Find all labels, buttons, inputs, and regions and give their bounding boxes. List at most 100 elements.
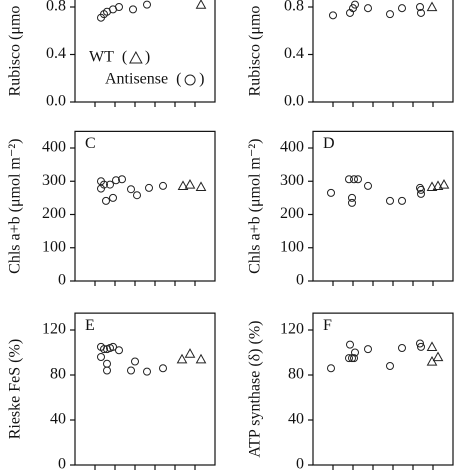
triangle-point: [438, 179, 450, 189]
circle-point: [100, 345, 108, 354]
y-tick-label: 400: [280, 139, 304, 156]
circle-point: [103, 366, 111, 375]
circle-point: [329, 11, 337, 20]
y-tick-label: 300: [42, 172, 66, 189]
y-tick-label: 80: [288, 366, 304, 383]
circle-point: [416, 339, 424, 348]
y-tick-label: 40: [288, 411, 304, 428]
circle-point: [351, 0, 359, 9]
triangle-point: [432, 180, 444, 191]
y-tick-label: 40: [50, 411, 66, 428]
y-tick-label: 100: [42, 238, 66, 255]
panel: 0 100 200 300 400 D Chls a+b (μmol m⁻²): [247, 130, 454, 289]
circle-point: [346, 340, 354, 349]
circle-point: [348, 198, 356, 207]
panel-label: D: [323, 135, 335, 152]
plot-frame: [74, 130, 216, 282]
legend-paren: (: [176, 71, 181, 88]
circle-point: [386, 196, 394, 205]
plot-frame: [312, 0, 454, 103]
y-tick-label: 0: [58, 456, 66, 473]
triangle-point: [426, 341, 438, 351]
circle-point: [129, 5, 137, 14]
circle-point: [348, 193, 356, 202]
circle-point: [159, 181, 167, 190]
y-tick-label: 0.8: [46, 0, 66, 15]
circle-point: [159, 364, 167, 373]
circle-point: [115, 346, 123, 355]
circle-point: [350, 354, 358, 363]
legend-label: WT: [89, 49, 114, 66]
y-tick-label: 300: [280, 172, 304, 189]
panel: 0.0 0.4 0.8 Rubisco (μmo: [247, 0, 454, 110]
plot-frame: [74, 0, 216, 103]
legend-paren: (: [122, 49, 127, 66]
circle-point: [417, 189, 425, 198]
circle-point: [351, 348, 359, 357]
y-tick-label: 0.0: [284, 93, 304, 110]
circle-point: [143, 367, 151, 376]
legend-paren: ): [145, 49, 150, 66]
circle-point: [109, 342, 117, 351]
legend-symbol: [129, 50, 143, 64]
y-tick-label: 0.0: [46, 93, 66, 110]
circle-point: [417, 8, 425, 17]
circle-point: [398, 196, 406, 205]
triangle-point: [176, 353, 188, 364]
triangle-point: [184, 179, 196, 189]
legend-symbol: [184, 74, 196, 86]
triangle-point: [177, 180, 189, 191]
y-tick-label: 0.4: [284, 45, 304, 62]
panel-label: F: [323, 317, 332, 334]
circle-point: [386, 362, 394, 370]
circle-point: [127, 366, 135, 375]
y-tick-label: 0: [296, 456, 304, 473]
y-axis-label: Chls a+b (μmol m⁻²): [7, 139, 24, 274]
triangle-point: [184, 348, 196, 358]
y-axis-label: Rubisco (μmo: [247, 6, 264, 97]
y-axis-label: Rubisco (μmo: [7, 6, 24, 97]
circle-point: [106, 180, 114, 189]
y-axis-label: Rieske FeS (%): [7, 339, 24, 439]
y-tick-label: 0: [296, 272, 304, 289]
circle-point: [364, 181, 372, 190]
y-tick-label: 0: [58, 272, 66, 289]
circle-point: [112, 176, 120, 185]
circle-point: [109, 193, 117, 202]
y-tick-label: 0.8: [284, 0, 304, 15]
circle-point: [115, 3, 123, 11]
panel-label: C: [85, 135, 96, 152]
circle-point: [327, 188, 335, 197]
circle-point: [127, 185, 135, 194]
y-tick-label: 200: [42, 205, 66, 222]
y-axis-label: ATP synthase (δ) (%): [247, 320, 264, 457]
y-tick-label: 400: [42, 139, 66, 156]
circle-point: [145, 183, 153, 192]
circle-point: [118, 175, 126, 184]
circle-point: [398, 344, 406, 352]
triangle-point: [426, 1, 438, 12]
circle-point: [100, 180, 108, 189]
legend-paren: ): [199, 71, 204, 88]
panel: 0 40 80 120 F ATP synthase (δ) (%): [247, 312, 454, 473]
circle-point: [416, 3, 424, 11]
circle-point: [398, 4, 406, 13]
circle-point: [345, 354, 353, 363]
y-tick-label: 120: [42, 321, 66, 338]
y-tick-label: 0.4: [46, 45, 66, 62]
circle-point: [364, 4, 372, 13]
circle-point: [417, 342, 425, 351]
triangle-point: [432, 351, 444, 362]
y-tick-label: 120: [280, 321, 304, 338]
circle-point: [133, 191, 141, 200]
panel-label: E: [85, 317, 95, 334]
circle-point: [345, 175, 353, 184]
plot-frame: [74, 312, 216, 466]
triangle-point: [426, 181, 438, 192]
y-tick-label: 100: [280, 238, 304, 255]
circle-point: [143, 0, 151, 9]
triangle-point: [195, 181, 207, 192]
circle-point: [327, 364, 335, 373]
y-tick-label: 80: [50, 366, 66, 383]
circle-point: [417, 185, 425, 194]
